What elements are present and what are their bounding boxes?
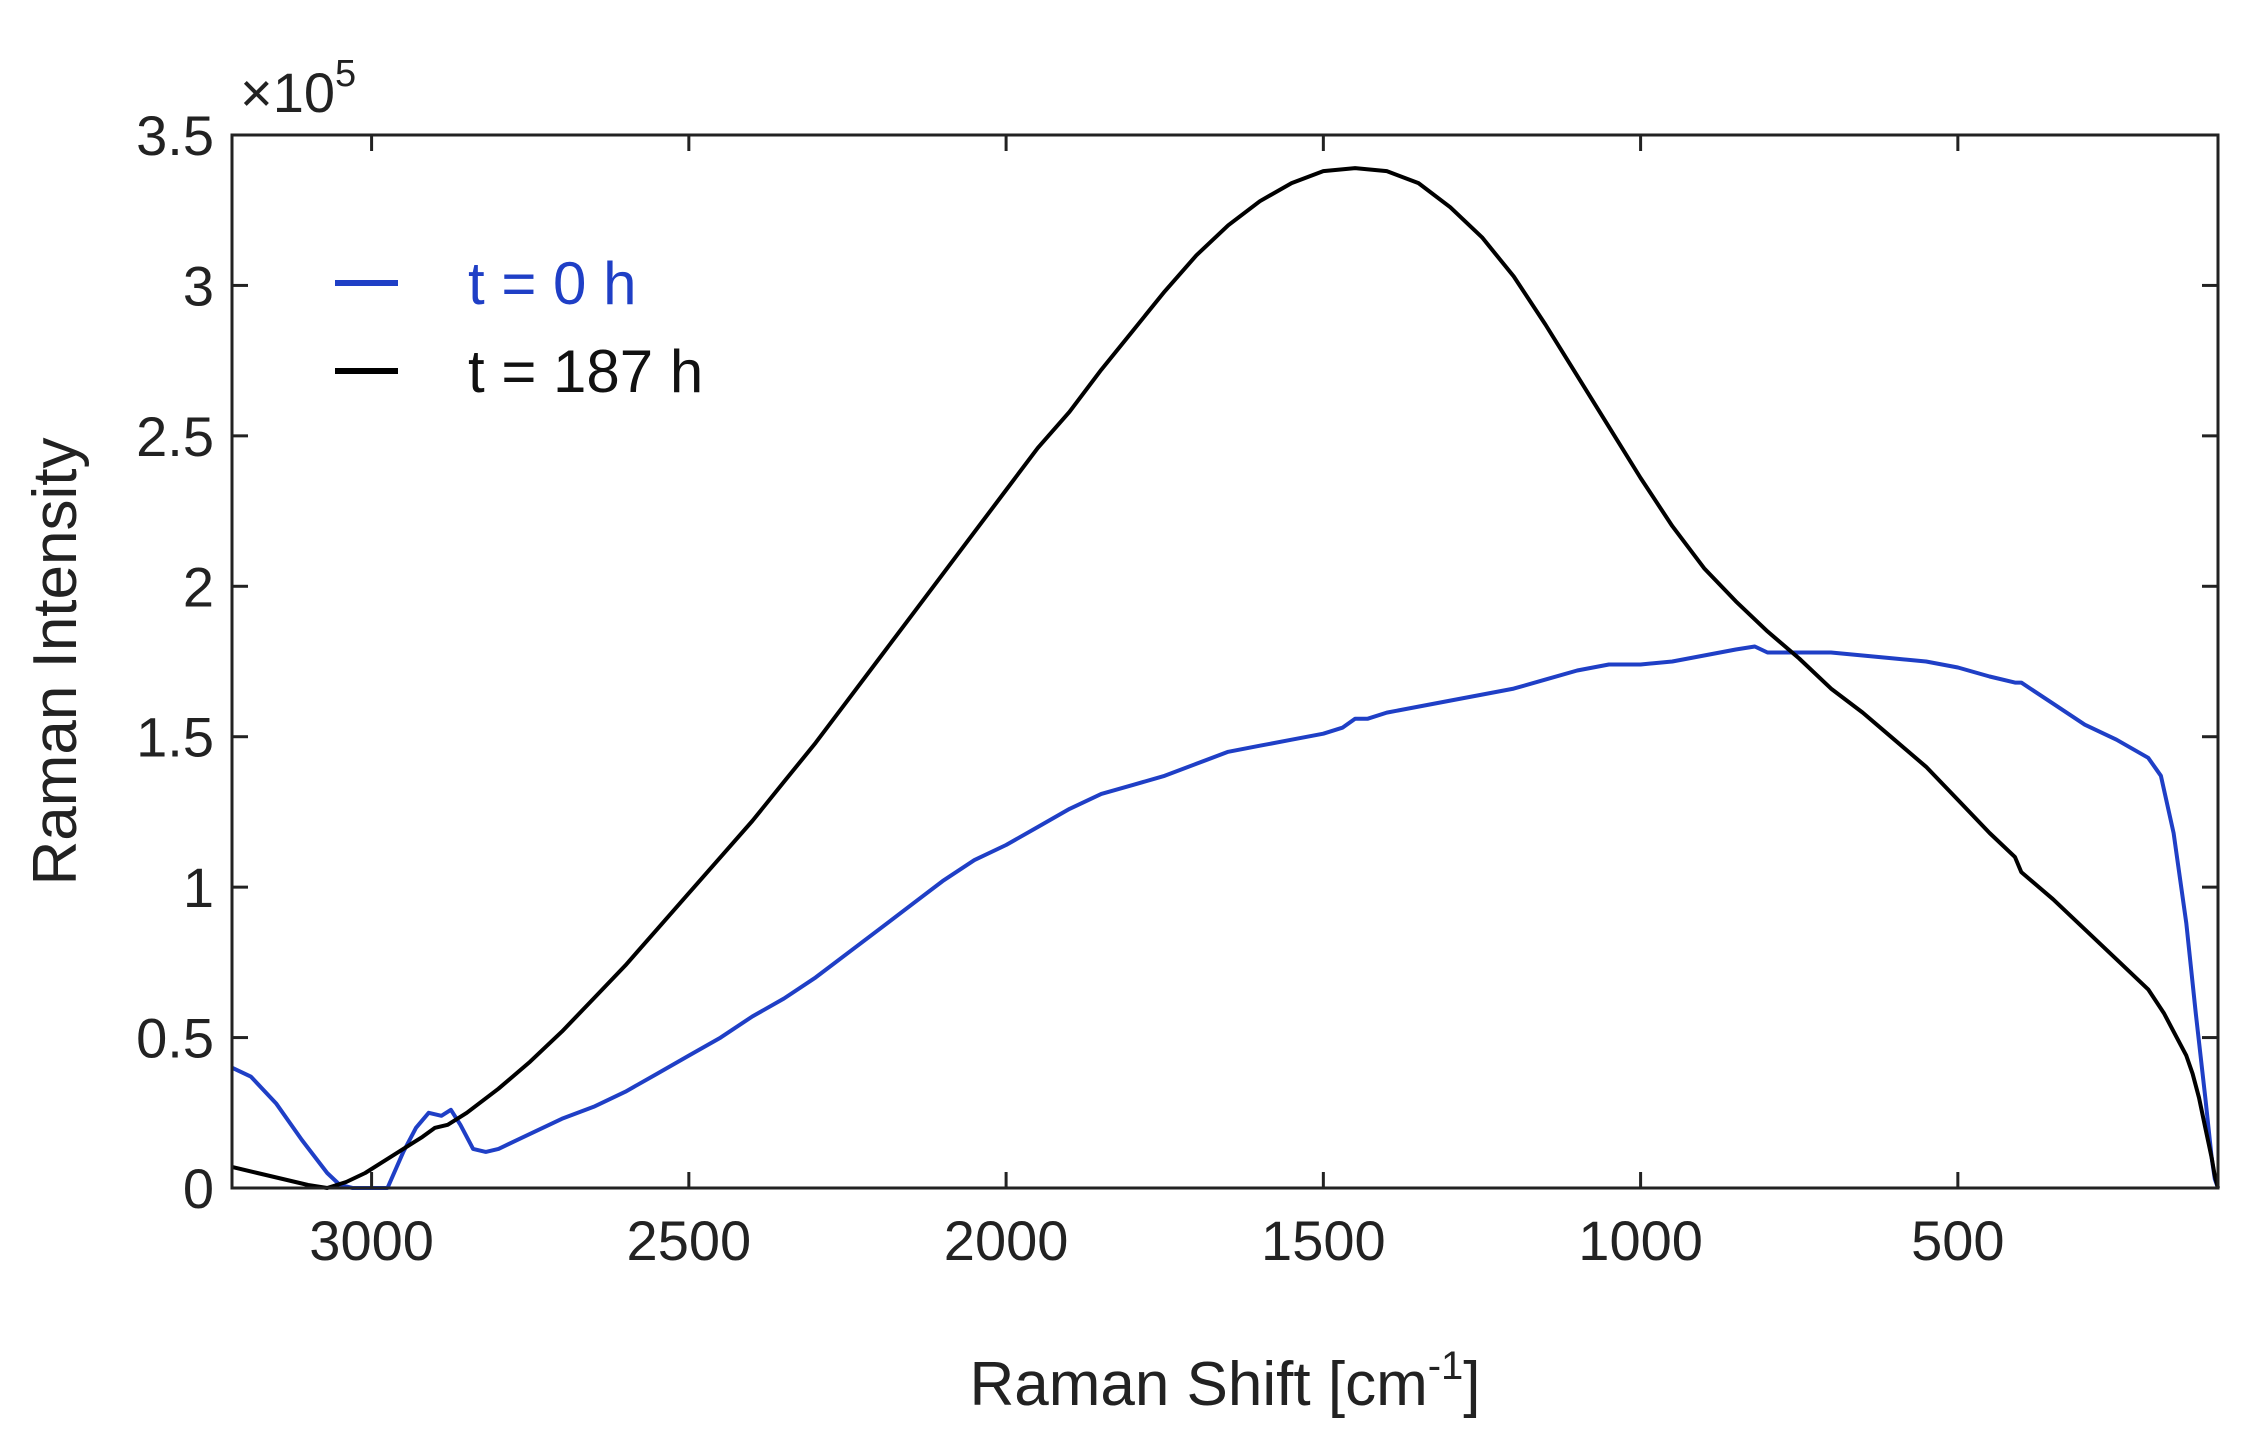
series-line-t0h <box>231 644 2220 1190</box>
tick-layer: 3000 2500 2000 1500 1000 500 0 0.5 1 1.5 2 2.5 3 3.5 <box>136 104 2218 1272</box>
series-line-t187h <box>231 166 2220 1190</box>
y-tick-label-1.5: 1.5 <box>136 706 214 769</box>
x-axis-label-main: Raman Shift [cm <box>969 1350 1427 1419</box>
x-tick-label-1000: 1000 <box>1578 1209 1703 1272</box>
plot-frame <box>230 133 2220 1190</box>
series-layer <box>231 166 2220 1190</box>
y-tick-label-2.5: 2.5 <box>136 405 214 468</box>
y-tick-label-3.5: 3.5 <box>136 104 214 167</box>
y-tick-label-2: 2 <box>183 555 214 618</box>
legend-label-t187h: t = 187 h <box>468 338 703 405</box>
y-axis-label: Raman Intensity <box>21 438 90 886</box>
y-axis-multiplier-exponent: 5 <box>335 53 356 95</box>
y-tick-label-3: 3 <box>183 254 214 317</box>
x-axis-label-superscript: -1 <box>1428 1344 1464 1388</box>
x-tick-label-2000: 2000 <box>944 1209 1069 1272</box>
x-tick-label-2500: 2500 <box>627 1209 752 1272</box>
legend: t = 0 h t = 187 h <box>335 250 703 405</box>
y-tick-label-0.5: 0.5 <box>136 1007 214 1070</box>
x-axis-label-suffix: ] <box>1463 1350 1480 1419</box>
y-axis-multiplier: ×105 <box>240 53 356 124</box>
x-tick-label-3000: 3000 <box>309 1209 434 1272</box>
y-tick-label-1: 1 <box>183 856 214 919</box>
x-axis-label: Raman Shift [cm-1] <box>969 1344 1480 1419</box>
legend-label-t0h: t = 0 h <box>468 250 636 317</box>
x-tick-label-500: 500 <box>1911 1209 2004 1272</box>
y-axis-multiplier-base: ×10 <box>240 61 335 124</box>
y-tick-label-0: 0 <box>183 1157 214 1220</box>
x-tick-label-1500: 1500 <box>1261 1209 1386 1272</box>
